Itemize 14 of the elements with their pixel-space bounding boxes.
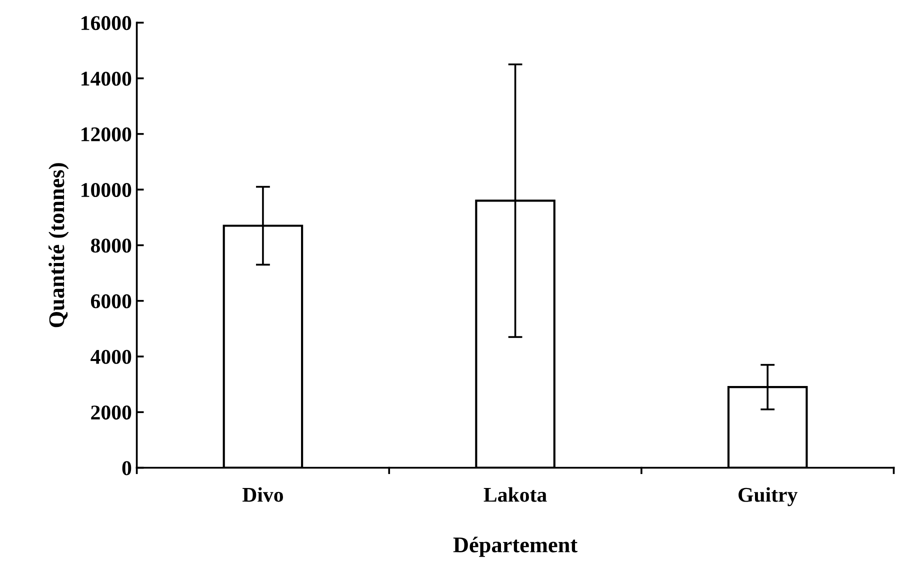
x-tick-label: Divo	[242, 487, 283, 502]
y-axis-title: Quantité (tonnes)	[48, 163, 69, 328]
y-tick-label: 4000	[90, 350, 132, 364]
y-tick-label: 10000	[82, 182, 132, 198]
y-tick-label: 16000	[82, 16, 132, 30]
y-tick-label: 0	[122, 461, 132, 476]
y-tick-label: 14000	[82, 72, 132, 86]
y-tick-label: 2000	[91, 406, 132, 420]
x-tick-label: Guitry	[738, 487, 798, 506]
y-tick-label: 8000	[90, 238, 132, 253]
y-tick-label: 6000	[90, 294, 132, 308]
x-axis-title: Département	[453, 536, 578, 557]
x-tick-label: Lakota	[484, 487, 547, 502]
y-tick-label: 12000	[82, 127, 132, 142]
